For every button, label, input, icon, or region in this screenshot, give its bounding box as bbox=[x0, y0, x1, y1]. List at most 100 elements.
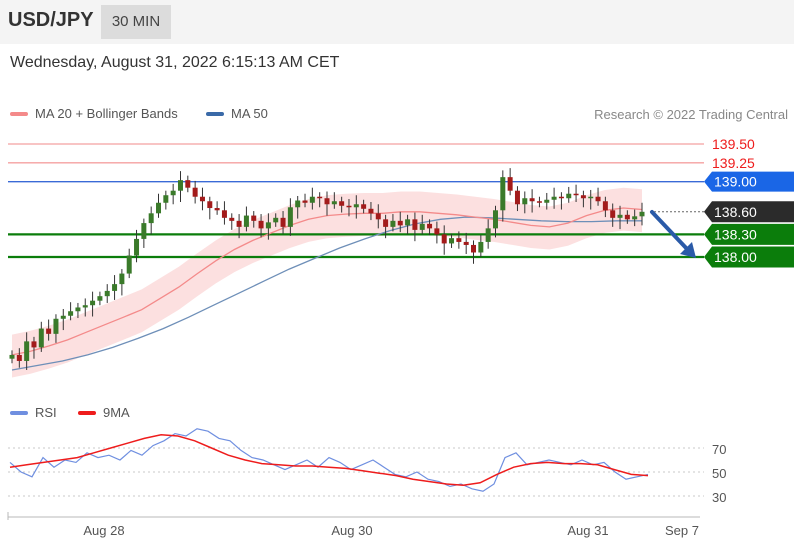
candle-body bbox=[60, 315, 66, 319]
candle-body bbox=[199, 196, 205, 202]
legend-ma50: MA 50 bbox=[206, 106, 268, 121]
ma20-line bbox=[11, 207, 643, 356]
candle-body bbox=[471, 244, 477, 253]
candle-body bbox=[632, 216, 638, 220]
candle-body bbox=[112, 284, 118, 291]
ma20-legend-label: MA 20 + Bollinger Bands bbox=[35, 106, 178, 121]
rsi-tick-label: 50 bbox=[712, 466, 726, 481]
candle-body bbox=[119, 273, 125, 285]
level-label-badge bbox=[704, 171, 794, 192]
candle-body bbox=[207, 201, 213, 209]
candle-body bbox=[595, 196, 601, 202]
rsi-legend-label: RSI bbox=[35, 405, 57, 420]
candle-body bbox=[185, 180, 191, 188]
x-tick-label: Sep 7 bbox=[665, 523, 699, 538]
interval-button[interactable]: 30 MIN bbox=[101, 5, 171, 39]
ma9-swatch bbox=[78, 410, 96, 415]
level-label-badge bbox=[704, 223, 794, 245]
candle-body bbox=[265, 222, 271, 229]
candle-body bbox=[31, 341, 37, 348]
candle-body bbox=[309, 196, 315, 203]
candle-body bbox=[544, 199, 550, 203]
candle-body bbox=[558, 196, 564, 199]
level-label: 139.50 bbox=[712, 136, 755, 152]
candle-body bbox=[295, 200, 301, 208]
rsi-tick-label: 30 bbox=[712, 490, 726, 505]
rsi-swatch bbox=[10, 410, 28, 415]
level-label: 139.00 bbox=[714, 174, 757, 190]
candle-body bbox=[397, 220, 403, 226]
candle-body bbox=[624, 214, 630, 220]
candle-body bbox=[485, 228, 491, 242]
candle-body bbox=[163, 195, 169, 203]
candle-body bbox=[16, 354, 22, 361]
candle-body bbox=[478, 241, 484, 253]
level-label: 138.30 bbox=[714, 226, 757, 242]
candle-body bbox=[302, 200, 308, 203]
candle-body bbox=[602, 201, 608, 211]
candle-body bbox=[229, 217, 235, 221]
candle-body bbox=[412, 219, 418, 230]
symbol-label: USD/JPY bbox=[8, 9, 94, 31]
legend-9ma: 9MA bbox=[78, 405, 130, 420]
candle-body bbox=[573, 193, 579, 196]
ma50-line bbox=[11, 216, 642, 371]
candle-body bbox=[419, 223, 425, 230]
level-label: 138.00 bbox=[714, 249, 757, 265]
candle-body bbox=[500, 177, 506, 211]
candle-body bbox=[522, 198, 528, 205]
rsi-tick-label: 70 bbox=[712, 442, 726, 457]
x-tick-label: Aug 28 bbox=[83, 523, 124, 538]
candle-body bbox=[368, 208, 374, 214]
candle-body bbox=[258, 220, 264, 229]
candle-body bbox=[156, 202, 162, 214]
candle-body bbox=[280, 217, 286, 227]
x-tick-label: Aug 30 bbox=[331, 523, 372, 538]
candle-body bbox=[82, 305, 88, 308]
level-label: 139.25 bbox=[712, 155, 755, 171]
candle-body bbox=[405, 219, 411, 226]
candle-body bbox=[580, 195, 586, 199]
candle-body bbox=[134, 238, 140, 256]
candle-body bbox=[361, 204, 367, 209]
ma50-legend-label: MA 50 bbox=[231, 106, 268, 121]
candle-body bbox=[90, 300, 96, 306]
chart-datetime: Wednesday, August 31, 2022 6:15:13 AM CE… bbox=[10, 54, 340, 71]
candle-body bbox=[639, 211, 645, 217]
candle-body bbox=[214, 208, 220, 211]
candle-body bbox=[68, 311, 74, 316]
candle-body bbox=[427, 223, 433, 229]
candle-body bbox=[463, 241, 469, 245]
candle-body bbox=[390, 220, 396, 227]
candle-body bbox=[353, 204, 359, 208]
candle-body bbox=[126, 255, 132, 274]
ma50-swatch bbox=[206, 111, 224, 116]
candle-body bbox=[588, 196, 594, 199]
candle-body bbox=[251, 215, 257, 221]
candle-body bbox=[324, 198, 330, 205]
candle-body bbox=[551, 196, 557, 200]
candle-body bbox=[287, 207, 293, 227]
level-label-badge bbox=[704, 246, 794, 268]
candle-body bbox=[617, 214, 623, 218]
ma9-legend-label: 9MA bbox=[103, 405, 130, 420]
candle-body bbox=[317, 196, 323, 199]
candle-body bbox=[177, 180, 183, 191]
candle-body bbox=[536, 201, 542, 203]
candle-body bbox=[221, 210, 227, 218]
candle-body bbox=[339, 201, 345, 206]
candle-body bbox=[9, 354, 15, 359]
ma20-swatch bbox=[10, 111, 28, 116]
copyright-text: Research © 2022 Trading Central bbox=[594, 107, 788, 122]
candle-body bbox=[46, 328, 52, 334]
candle-body bbox=[273, 217, 279, 223]
candle-body bbox=[449, 238, 455, 244]
candle-body bbox=[375, 213, 381, 220]
candle-body bbox=[331, 201, 337, 205]
candle-body bbox=[24, 341, 30, 361]
rsi-9ma-line bbox=[9, 434, 649, 486]
candle-body bbox=[566, 193, 572, 199]
candle-body bbox=[243, 215, 249, 227]
candle-body bbox=[236, 220, 242, 227]
